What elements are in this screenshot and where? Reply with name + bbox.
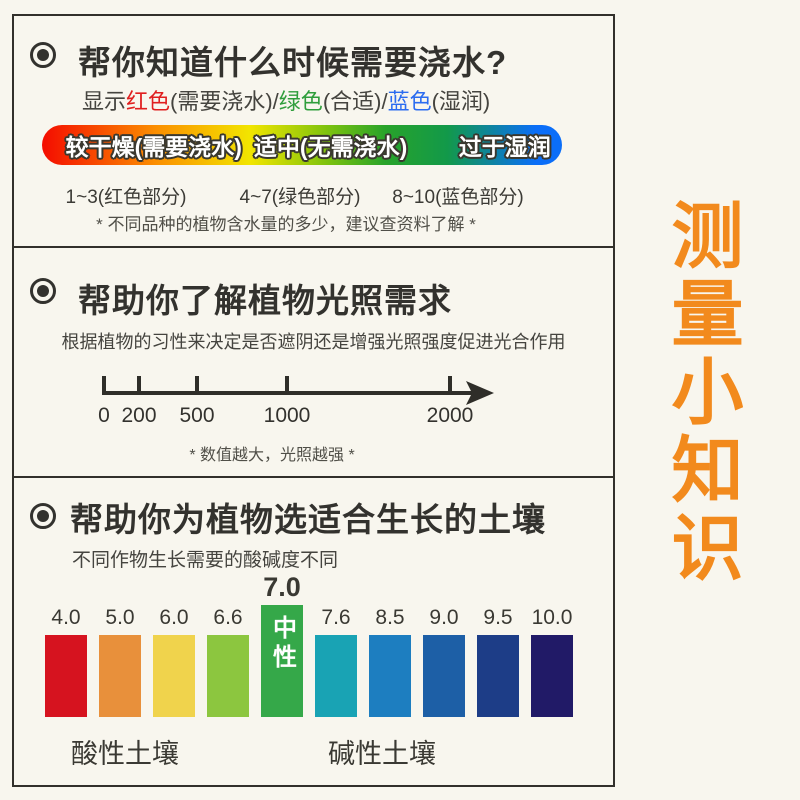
bullseye-icon: [30, 278, 56, 304]
bullseye-dot: [37, 510, 49, 522]
soil-subtitle: 不同作物生长需要的酸碱度不同: [72, 550, 339, 571]
ph-bar: [45, 635, 87, 717]
subtitle-part: 显示: [82, 89, 127, 114]
ph-bar: [531, 635, 573, 717]
ph-bar: [477, 635, 519, 717]
subtitle-part: 绿色: [278, 89, 323, 114]
ph-value-label: 6.6: [213, 606, 243, 629]
bullseye-dot: [37, 49, 49, 61]
moisture-zone-label: 过于湿润: [458, 134, 551, 160]
subtitle-part: 红色: [126, 89, 171, 114]
axis-tick-label: 0: [98, 404, 110, 427]
ph-value-label: 10.0: [531, 606, 573, 629]
light-intensity-axis: 0 200 500 1000 2000: [98, 376, 494, 427]
ph-bar: [207, 635, 249, 717]
subtitle-part: (需要浇水)/: [170, 89, 279, 114]
ph-value-label: 5.0: [105, 606, 135, 629]
ph-bar: [99, 635, 141, 717]
moisture-range-label: 1~3(红色部分): [65, 187, 187, 208]
moisture-range-label: 8~10(蓝色部分): [392, 187, 524, 208]
alkaline-soil-label: 碱性土壤: [328, 739, 436, 769]
axis-tick-label: 200: [121, 404, 156, 427]
neutral-label: 中性: [268, 615, 296, 673]
bullseye-icon: [30, 42, 56, 68]
ph-value-label: 8.5: [375, 606, 405, 629]
side-banner-title: 测量小知识: [660, 198, 740, 588]
light-footnote: * 数值越大，光照越强 *: [189, 447, 355, 464]
ph-bar: [153, 635, 195, 717]
bullseye-icon: [30, 503, 56, 529]
light-subtitle: 根据植物的习性来决定是否遮阴还是增强光照强度促进光合作用: [61, 332, 566, 352]
panel-box: 帮你知道什么时候需要浇水? 显示红色(需要浇水)/绿色(合适)/蓝色(湿润) 较…: [12, 14, 615, 787]
ph-value-label: 7.6: [321, 606, 351, 629]
watering-section: 帮你知道什么时候需要浇水? 显示红色(需要浇水)/绿色(合适)/蓝色(湿润) 较…: [14, 16, 613, 248]
light-section: 帮助你了解植物光照需求 根据植物的习性来决定是否遮阴还是增强光照强度促进光合作用…: [14, 248, 613, 478]
ph-bar: [369, 635, 411, 717]
ph-bar: [423, 635, 465, 717]
ph-value-label: 7.0: [263, 572, 301, 602]
watering-title: 帮你知道什么时候需要浇水?: [78, 44, 508, 81]
watering-subtitle: 显示红色(需要浇水)/绿色(合适)/蓝色(湿润): [82, 84, 490, 116]
ph-value-label: 9.0: [429, 606, 459, 629]
moisture-zone-label: 适中(无需浇水): [253, 134, 408, 160]
acid-soil-label: 酸性土壤: [71, 739, 179, 769]
ph-value-label: 6.0: [159, 606, 189, 629]
subtitle-part: (合适)/: [322, 89, 388, 114]
axis-tick-label: 1000: [264, 404, 311, 427]
bullseye-dot: [37, 285, 49, 297]
watering-footnote: * 不同品种的植物含水量的多少，建议查资料了解 *: [96, 215, 476, 234]
axis-tick-label: 2000: [427, 404, 474, 427]
ph-bar: 中性: [261, 605, 303, 717]
moisture-gradient-bar: 较干燥(需要浇水) 适中(无需浇水) 过于湿润: [42, 125, 562, 165]
soil-section: 帮助你为植物选适合生长的土壤 不同作物生长需要的酸碱度不同 4.0 5.0 6.0 6…: [14, 478, 613, 783]
moisture-range-label: 4~7(绿色部分): [239, 187, 361, 208]
subtitle-part: 蓝色: [387, 89, 432, 114]
light-title: 帮助你了解植物光照需求: [78, 282, 452, 319]
subtitle-part: (湿润): [431, 89, 491, 114]
soil-title: 帮助你为植物选适合生长的土壤: [70, 501, 546, 538]
ph-value-label: 4.0: [51, 606, 81, 629]
moisture-zone-label: 较干燥(需要浇水): [65, 134, 242, 160]
axis-tick-label: 500: [179, 404, 214, 427]
ph-bar: [315, 635, 357, 717]
ph-value-label: 9.5: [483, 606, 513, 629]
